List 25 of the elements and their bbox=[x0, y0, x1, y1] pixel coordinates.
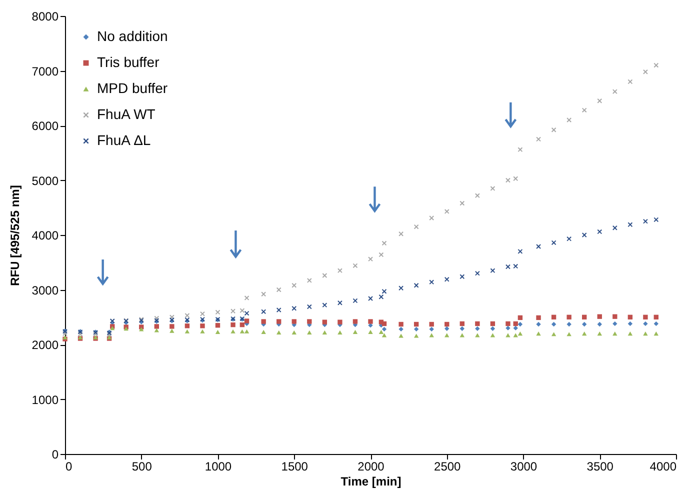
x-tick-label: 2500 bbox=[434, 460, 462, 474]
x-tick-label: 500 bbox=[132, 460, 152, 474]
y-tick-label: 3000 bbox=[32, 283, 59, 298]
y-tick-label: 1000 bbox=[32, 392, 59, 407]
y-tick-label: 6000 bbox=[32, 119, 59, 133]
y-tick-label: 4000 bbox=[32, 228, 59, 242]
x-tick-label: 1000 bbox=[204, 460, 232, 474]
legend-label: FhuA ΔL bbox=[97, 132, 151, 148]
y-tick-label: 7000 bbox=[32, 64, 59, 78]
y-tick-label: 2000 bbox=[32, 338, 59, 352]
legend-label: No addition bbox=[97, 28, 168, 44]
x-axis-title: Time [min] bbox=[340, 474, 402, 488]
y-tick-label: 5000 bbox=[32, 174, 59, 188]
x-tick-label: 3000 bbox=[510, 460, 538, 474]
x-tick-label: 4000 bbox=[650, 460, 677, 474]
y-tick-label: 8000 bbox=[32, 10, 59, 24]
legend-label: FhuA WT bbox=[97, 106, 156, 122]
y-axis-title: RFU [495/525 nm] bbox=[8, 185, 22, 286]
x-tick-label: 2000 bbox=[358, 460, 385, 474]
x-tick-label: 0 bbox=[66, 460, 72, 474]
legend-label: Tris buffer bbox=[97, 54, 160, 70]
legend-label: MPD buffer bbox=[97, 80, 168, 96]
x-tick-label: 3500 bbox=[586, 460, 614, 474]
x-tick-label: 1500 bbox=[281, 460, 308, 474]
y-tick-label: 0 bbox=[52, 448, 59, 462]
